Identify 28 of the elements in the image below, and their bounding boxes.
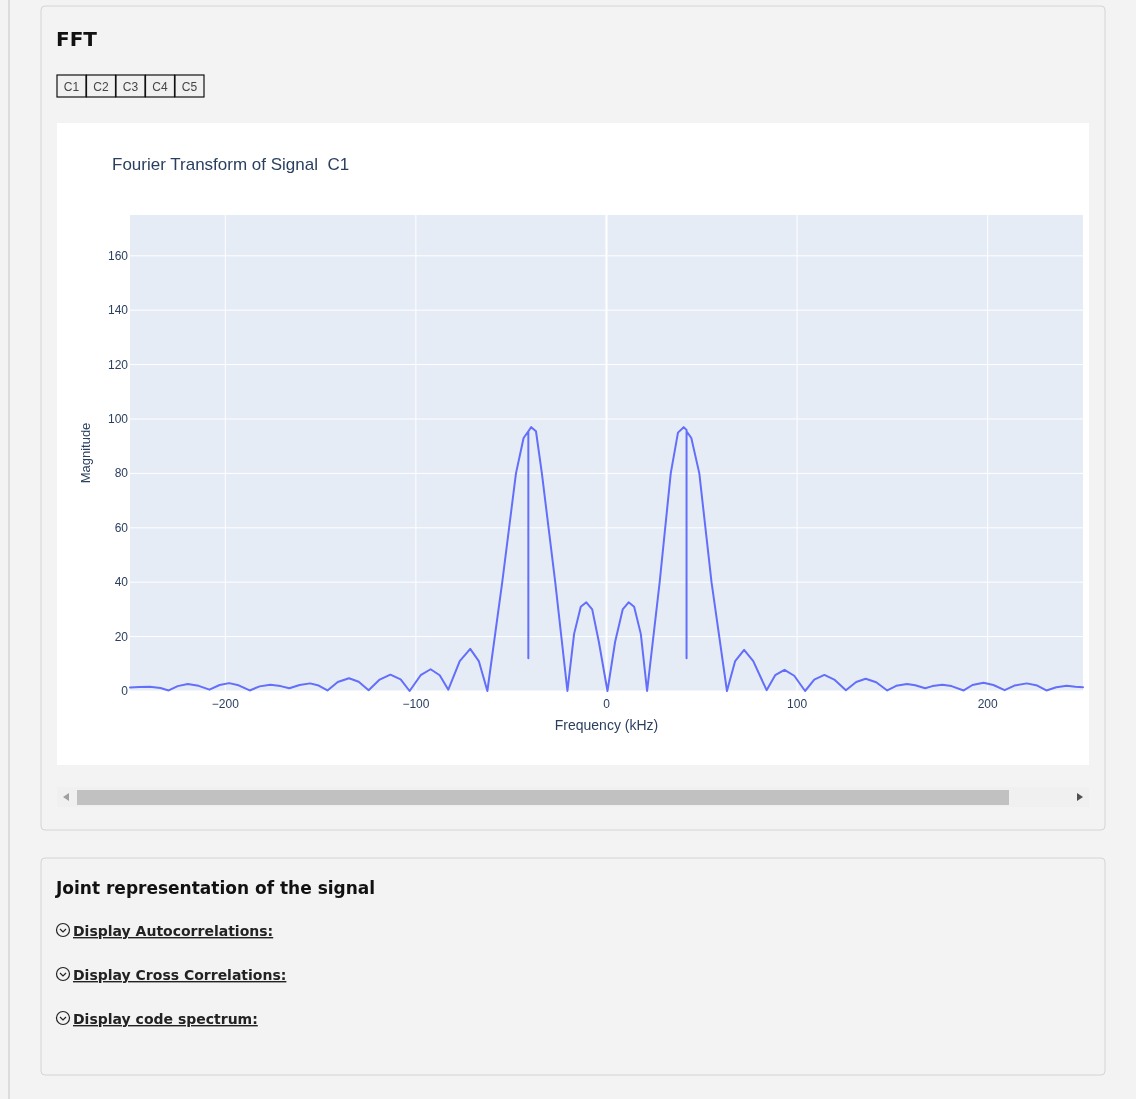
text: C1 (63, 80, 80, 94)
text: Display Autocorrelations: (73, 923, 274, 939)
text: C5 (181, 80, 198, 94)
y-tick-label: 160 (107, 248, 129, 263)
text: C2 (93, 80, 109, 94)
line-series (129, 426, 1084, 692)
text: Display code spectrum: (73, 1011, 258, 1027)
x-tick-label: −200 (211, 697, 240, 711)
y-tick-label: 80 (114, 466, 129, 481)
text: FFT (56, 27, 98, 51)
x-axis-title: Frequency (kHz) (554, 717, 659, 733)
text: Joint representation of the signal (55, 878, 376, 898)
x-tick-label: −100 (402, 697, 430, 711)
text: C4 (152, 80, 168, 94)
y-tick-label: 140 (107, 303, 129, 318)
y-tick-label: 120 (107, 357, 129, 372)
y-axis-title: Magnitude (78, 422, 93, 484)
y-tick-label: 20 (114, 629, 129, 644)
x-tick-label: 0 (603, 697, 611, 711)
y-tick-label: 0 (121, 684, 129, 698)
y-tick-label: 40 (114, 575, 129, 590)
text: C3 (122, 80, 139, 94)
text: Display Cross Correlations: (73, 967, 287, 983)
y-tick-label: 100 (107, 412, 129, 426)
y-tick-label: 60 (114, 520, 129, 535)
chart-title: Fourier Transform of Signal C1 (112, 155, 350, 174)
x-tick-label: 100 (787, 697, 808, 711)
x-tick-label: 200 (977, 697, 999, 711)
